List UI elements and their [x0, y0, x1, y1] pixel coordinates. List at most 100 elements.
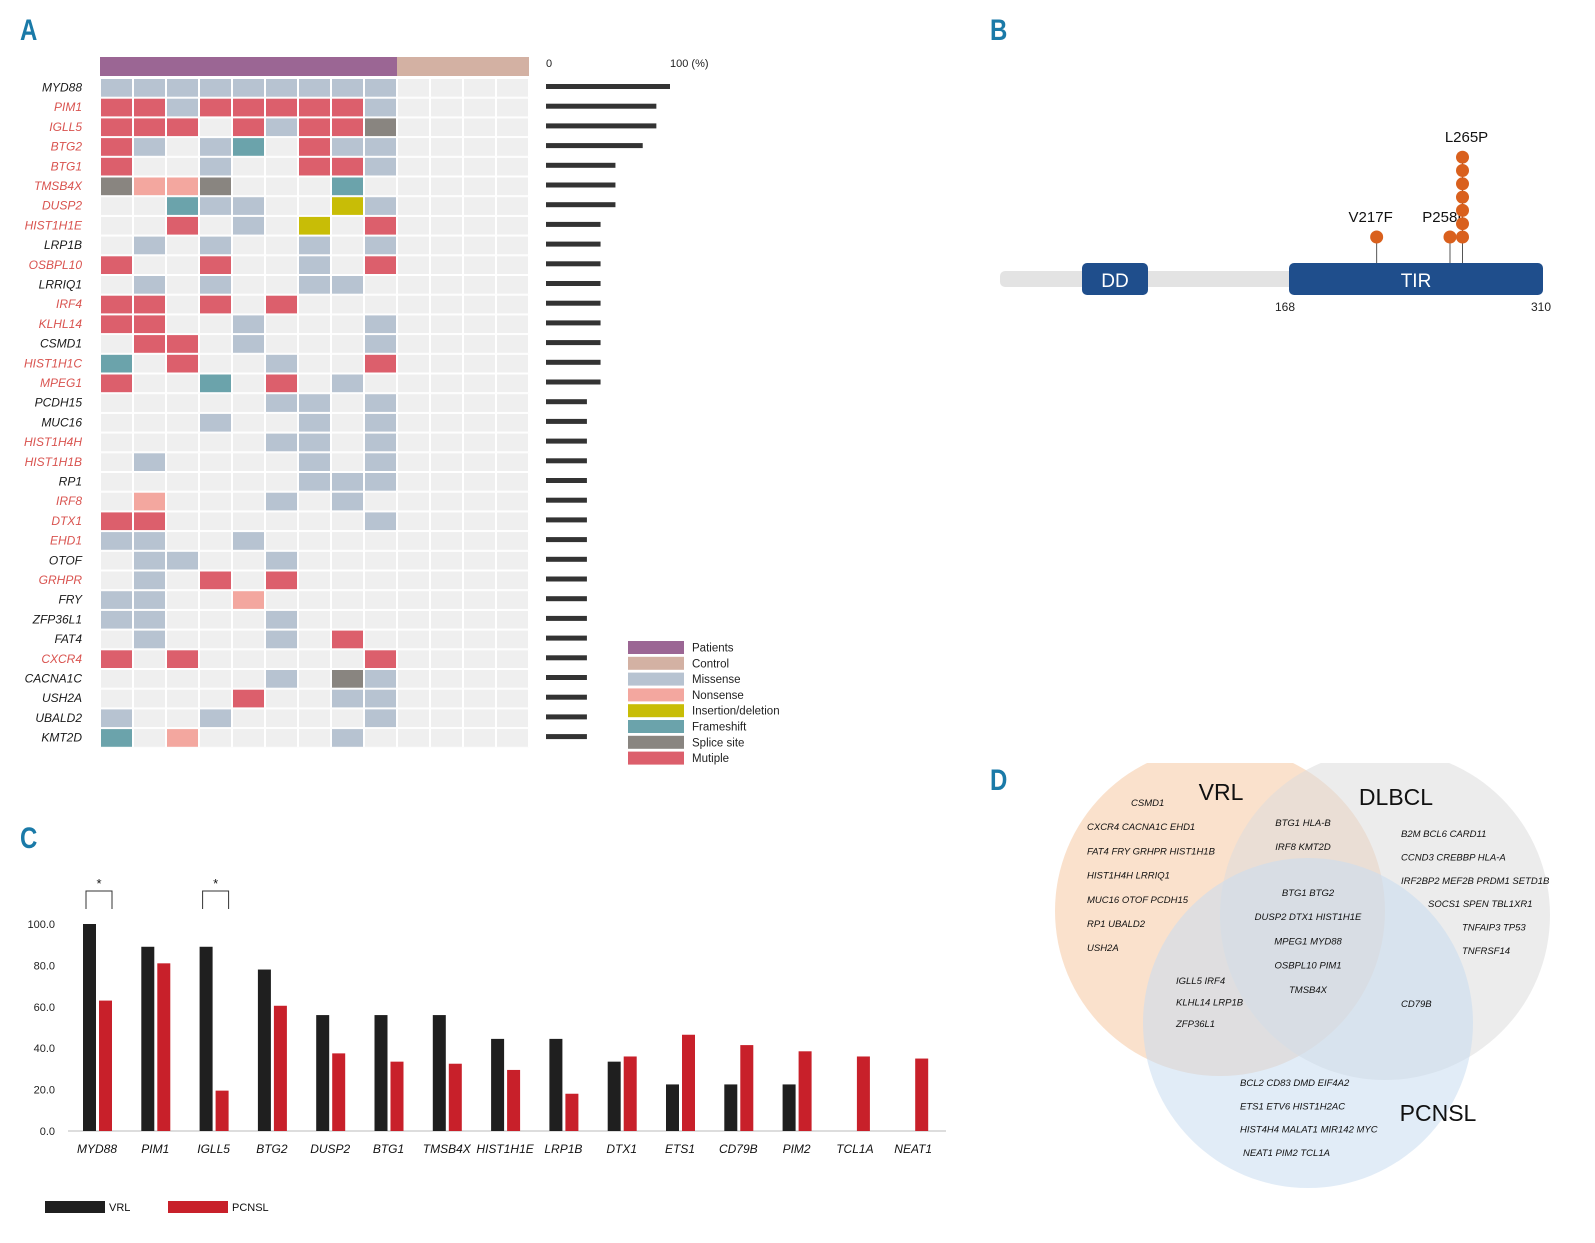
mutation-cell: [298, 78, 331, 98]
mutation-cell: [298, 669, 331, 689]
mutation-cell: [232, 156, 265, 177]
gene-label: HIST1H1C: [24, 356, 82, 370]
gene-label: MUC16: [41, 415, 82, 429]
y-tick-label: 60.0: [34, 1002, 55, 1014]
mutation-cell: [496, 412, 529, 433]
mutation-cell: [364, 550, 397, 571]
mutation-cell: [232, 432, 265, 453]
bar-axis-max: 100 (%): [670, 58, 709, 70]
mutation-cell: [265, 629, 298, 650]
tir-domain-label: TIR: [1401, 271, 1432, 292]
frequency-bar: [546, 675, 587, 680]
mutation-cell: [463, 452, 496, 472]
mutation-cell: [298, 334, 331, 354]
significance-marker: *: [96, 876, 101, 891]
mutation-cell: [496, 432, 529, 453]
category-label: PIM2: [783, 1142, 811, 1156]
mutation-cell: [397, 275, 430, 295]
mutation-cell: [298, 176, 331, 197]
mutation-cell: [265, 570, 298, 591]
pcnsl-bar: [448, 1063, 462, 1131]
mutation-cell: [199, 688, 232, 709]
mutation-cell: [166, 511, 199, 532]
mutation-cell: [133, 531, 166, 551]
mutation-cell: [463, 215, 496, 236]
mutation-cell: [232, 235, 265, 256]
gene-label: CACNA1C: [25, 672, 83, 686]
mutation-cell: [232, 629, 265, 650]
mutation-cell: [100, 255, 133, 276]
mutation-cell: [430, 78, 463, 98]
mutation-cell: [298, 432, 331, 453]
mutation-cell: [298, 452, 331, 472]
frequency-bar: [546, 635, 587, 641]
mutation-cell: [133, 373, 166, 394]
mutation-cell: [100, 531, 133, 551]
legend-swatch: [628, 751, 684, 765]
frequency-bar: [546, 615, 587, 621]
mutation-cell: [199, 255, 232, 276]
gene-label: IGLL5: [49, 120, 82, 134]
legend-label: Nonsense: [692, 690, 744, 702]
frequency-bar: [546, 655, 587, 661]
mutation-cell: [232, 255, 265, 276]
mutation-cell: [100, 334, 133, 354]
gene-label: DTX1: [51, 514, 82, 528]
mutation-dot: [1456, 150, 1470, 164]
mutation-cell: [397, 570, 430, 591]
gene-label: CSMD1: [40, 337, 82, 351]
mutation-cell: [199, 353, 232, 374]
mutation-cell: [397, 649, 430, 669]
frequency-bar: [546, 202, 616, 208]
mutation-cell: [364, 452, 397, 472]
mutation-cell: [463, 156, 496, 177]
mutation-cell: [496, 629, 529, 650]
mutation-cell: [463, 176, 496, 197]
mutation-cell: [166, 472, 199, 492]
mutation-cell: [397, 176, 430, 197]
category-label: IGLL5: [197, 1142, 230, 1156]
venn-gene-list: TMSB4X: [1289, 985, 1328, 996]
mutation-cell: [265, 294, 298, 315]
mutation-cell: [430, 491, 463, 512]
mutation-cell: [232, 472, 265, 492]
mutation-cell: [166, 137, 199, 157]
mutation-cell: [430, 137, 463, 157]
frequency-bar: [546, 221, 601, 227]
mutation-cell: [133, 78, 166, 98]
mutation-cell: [166, 550, 199, 571]
mutation-cell: [265, 334, 298, 354]
mutation-cell: [265, 373, 298, 394]
mutation-cell: [397, 373, 430, 394]
mutation-cell: [331, 590, 364, 610]
mutation-cell: [397, 432, 430, 453]
tir-domain: [1289, 263, 1543, 295]
mutation-cell: [199, 531, 232, 551]
mutation-cell: [166, 215, 199, 236]
mutation-cell: [199, 649, 232, 669]
mutation-cell: [463, 353, 496, 374]
mutation-cell: [364, 590, 397, 610]
mutation-cell: [166, 688, 199, 709]
mutation-cell: [397, 255, 430, 276]
mutation-cell: [364, 176, 397, 197]
category-label: CD79B: [719, 1142, 758, 1156]
vrl-bar: [782, 1084, 796, 1131]
venn-gene-list: ZFP36L1: [1175, 1019, 1215, 1030]
mutation-cell: [166, 255, 199, 276]
venn-gene-list: HIST4H4 MALAT1 MIR142 MYC: [1240, 1125, 1378, 1136]
mutation-cell: [166, 97, 199, 118]
mutation-cell: [100, 275, 133, 295]
gene-label: IRF8: [56, 494, 82, 508]
mutation-cell: [133, 590, 166, 610]
control-header-bar: [397, 57, 529, 76]
mutation-cell: [232, 137, 265, 157]
category-label: BTG1: [373, 1142, 404, 1156]
mutation-cell: [397, 550, 430, 571]
mutation-cell: [133, 255, 166, 276]
mutation-cell: [463, 688, 496, 709]
mutation-cell: [463, 137, 496, 157]
vrl-bar: [724, 1084, 738, 1131]
mutation-cell: [232, 452, 265, 472]
mutation-cell: [298, 609, 331, 630]
